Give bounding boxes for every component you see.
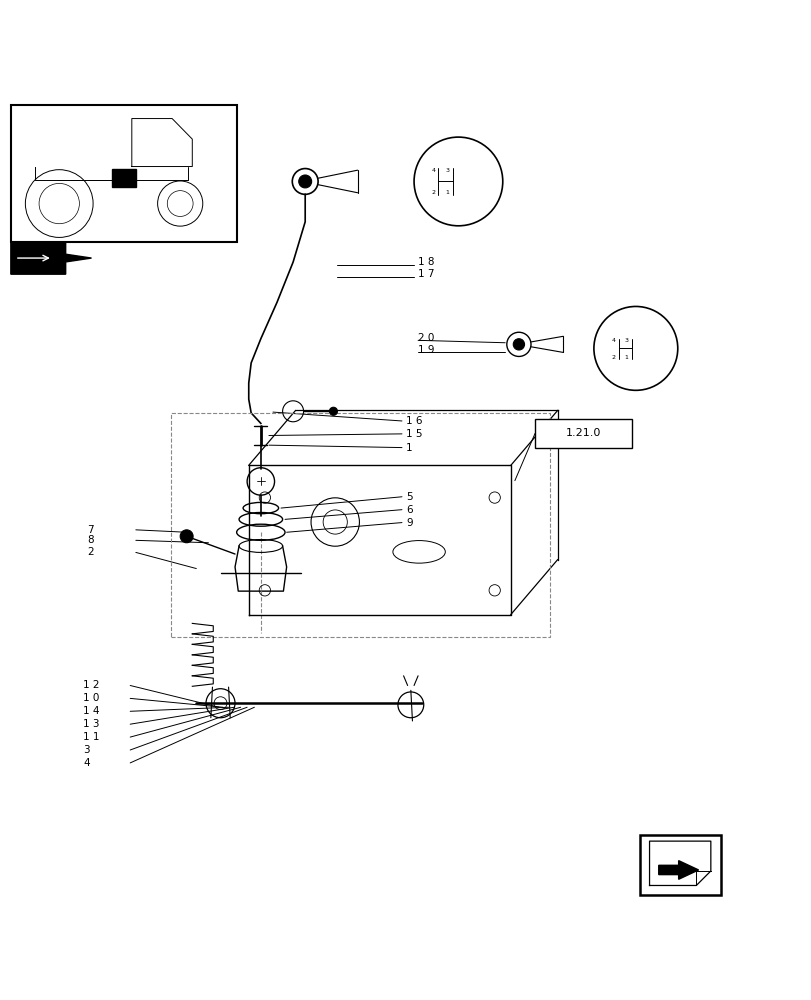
Text: 3: 3 bbox=[84, 745, 90, 755]
Text: 1 5: 1 5 bbox=[406, 429, 422, 439]
Text: 1: 1 bbox=[406, 443, 412, 453]
Bar bbox=[11, 105, 236, 242]
Text: 1 2: 1 2 bbox=[84, 680, 100, 690]
Text: 5: 5 bbox=[406, 492, 412, 502]
Text: 1 8: 1 8 bbox=[418, 257, 434, 267]
Text: 1 4: 1 4 bbox=[84, 706, 100, 716]
Circle shape bbox=[180, 530, 193, 543]
Text: 9: 9 bbox=[406, 518, 412, 528]
Text: 1: 1 bbox=[624, 355, 628, 360]
Text: 2: 2 bbox=[611, 355, 615, 360]
Polygon shape bbox=[11, 242, 92, 274]
Text: 2: 2 bbox=[431, 190, 435, 195]
Text: 1 7: 1 7 bbox=[418, 269, 434, 279]
Text: 1 1: 1 1 bbox=[84, 732, 100, 742]
Text: 4: 4 bbox=[84, 758, 90, 768]
Circle shape bbox=[329, 407, 337, 415]
Circle shape bbox=[298, 175, 311, 188]
Text: 1 6: 1 6 bbox=[406, 416, 422, 426]
Text: 1.21.0: 1.21.0 bbox=[565, 428, 600, 438]
Bar bbox=[534, 419, 631, 448]
Text: 8: 8 bbox=[88, 535, 94, 545]
Text: 6: 6 bbox=[406, 505, 412, 515]
Text: 4: 4 bbox=[611, 338, 615, 343]
Text: 3: 3 bbox=[444, 168, 448, 173]
Circle shape bbox=[513, 339, 524, 350]
Text: 1: 1 bbox=[444, 190, 448, 195]
Bar bbox=[170, 413, 549, 637]
Text: 1 3: 1 3 bbox=[84, 719, 100, 729]
Text: 7: 7 bbox=[88, 525, 94, 535]
Text: 2: 2 bbox=[88, 547, 94, 557]
Text: 1 0: 1 0 bbox=[84, 693, 100, 703]
Bar bbox=[639, 835, 719, 895]
Text: 1 9: 1 9 bbox=[418, 345, 434, 355]
Text: 3: 3 bbox=[624, 338, 628, 343]
Text: 2 0: 2 0 bbox=[418, 333, 434, 343]
Polygon shape bbox=[649, 841, 710, 885]
Text: 4: 4 bbox=[431, 168, 435, 173]
Bar bbox=[111, 169, 135, 187]
Polygon shape bbox=[658, 861, 697, 879]
